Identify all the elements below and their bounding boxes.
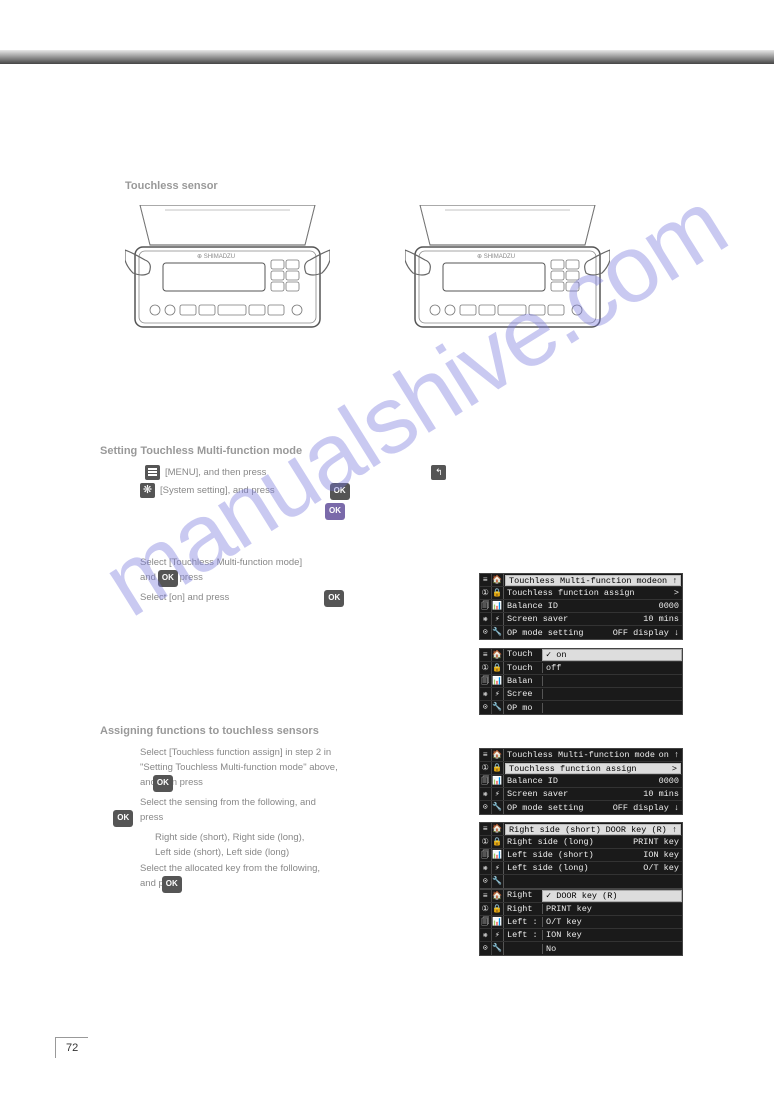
- menu-icon: [145, 465, 160, 480]
- lcd-screen-4: ≡🏠Right side (short)DOOR key (R) ↑①🔒Righ…: [479, 822, 683, 889]
- text: press: [140, 810, 163, 825]
- ok-button: OK: [330, 483, 350, 500]
- text: [System setting], and press: [160, 483, 275, 498]
- page-number: 72: [55, 1037, 88, 1058]
- lcd-screen-1: ≡🏠Touchless Multi-function modeon ↑①🔒Tou…: [479, 573, 683, 640]
- text: [MENU], and then press: [165, 465, 266, 480]
- svg-text:⊕ SHIMADZU: ⊕ SHIMADZU: [477, 254, 515, 260]
- lcd-screen-5: ≡🏠Right✓ DOOR key (R)①🔒Right PRINT key🗐📊…: [479, 889, 683, 956]
- text: Select [on] and press: [140, 590, 229, 605]
- ok-button: OK: [324, 590, 344, 607]
- ok-button: OK: [158, 570, 178, 587]
- header-gradient-bar: [0, 50, 774, 64]
- device-diagram-right: ⊕ SHIMADZU: [405, 205, 610, 340]
- lcd-screen-3: ≡🏠Touchless Multi-function modeon ↑①🔒Tou…: [479, 748, 683, 815]
- heading-assign: Assigning functions to touchless sensors: [100, 725, 319, 737]
- svg-text:⊕ SHIMADZU: ⊕ SHIMADZU: [197, 254, 235, 260]
- heading-multimode: Setting Touchless Multi-function mode: [100, 445, 302, 457]
- text: Select [Touchless Multi-function mode]: [140, 555, 640, 570]
- ok-button: OK: [162, 876, 182, 893]
- back-icon: ↰: [431, 465, 446, 480]
- device-diagram-left: ⊕ SHIMADZU: [125, 205, 330, 340]
- lcd-screen-2: ≡🏠Touch✓ on①🔒Touch off🗐📊Balan❋⚡Scree⊙🔧OP…: [479, 648, 683, 715]
- ok-button: OK: [113, 810, 133, 827]
- gear-icon: ❋: [140, 483, 155, 498]
- heading-sensor: Touchless sensor: [125, 180, 218, 192]
- ok-button-purple: OK: [325, 503, 345, 520]
- ok-button: OK: [153, 775, 173, 792]
